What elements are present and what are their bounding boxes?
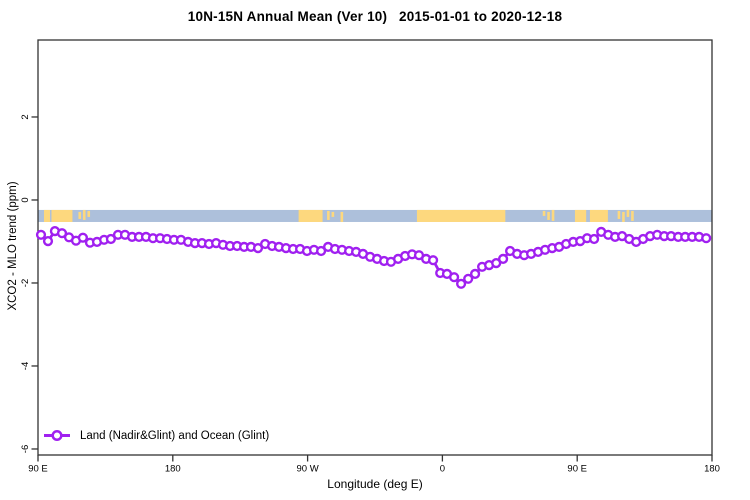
x-axis: 90 E 180 90 W 0 90 E 180 — [28, 455, 720, 475]
land-patch — [416, 209, 506, 222]
land-patch — [331, 211, 335, 217]
x-tick-label: 180 — [165, 464, 181, 475]
data-point-marker — [588, 233, 600, 245]
x-tick-label: 90 E — [28, 464, 48, 475]
land-patch — [589, 209, 608, 222]
plot-frame — [37, 39, 713, 456]
data-point-marker — [491, 258, 502, 269]
ocean-band — [38, 209, 712, 222]
x-tick-label: 180 — [704, 464, 720, 475]
y-tick-label: -4 — [20, 362, 31, 370]
chart-title: 10N-15N Annual Mean (Ver 10) 2015-01-01 … — [187, 9, 563, 24]
y-tick-label: -2 — [20, 279, 31, 287]
land-patch — [631, 210, 634, 221]
data-point-marker — [56, 228, 68, 239]
land-patch — [43, 209, 50, 222]
land-patch — [78, 211, 82, 219]
data-point-marker — [35, 229, 47, 240]
data-point-marker — [449, 272, 460, 283]
legend: Land (Nadir&Glint) and Ocean (Glint) — [42, 428, 269, 443]
land-patch — [622, 211, 625, 222]
y-axis: 2 0 -2 -4 -6 — [20, 114, 38, 453]
land-patch — [327, 210, 330, 220]
x-tick-label: 90 E — [567, 464, 587, 475]
land-patch — [82, 209, 86, 220]
series-markers — [35, 226, 712, 289]
legend-marker-icon — [44, 429, 70, 442]
y-tick-label: -6 — [20, 445, 31, 453]
x-tick-label: 0 — [440, 464, 445, 475]
land-patch — [547, 211, 550, 220]
data-point-marker — [252, 243, 264, 254]
data-point-marker — [428, 255, 439, 266]
data-point-marker — [701, 233, 712, 244]
surface-band — [38, 209, 712, 222]
land-patch — [574, 209, 587, 222]
data-point-marker — [463, 273, 474, 284]
land-patch — [542, 210, 546, 216]
land-patch — [340, 211, 344, 222]
land-patch — [617, 210, 621, 219]
data-point-marker — [470, 268, 481, 280]
data-point-marker — [105, 233, 117, 245]
land-patch — [551, 209, 555, 221]
data-point-marker — [316, 245, 327, 257]
y-tick-label: 2 — [20, 114, 31, 119]
legend-label: Land (Nadir&Glint) and Ocean (Glint) — [80, 429, 270, 442]
data-point-marker — [42, 236, 54, 247]
x-axis-label: Longitude (deg E) — [327, 477, 423, 491]
y-tick-label: 0 — [20, 197, 31, 202]
land-patch — [626, 209, 630, 217]
x-tick-label: 90 W — [297, 464, 319, 475]
land-patch — [298, 209, 323, 222]
land-patch — [51, 209, 73, 222]
data-point-marker — [77, 232, 89, 243]
land-patch — [87, 210, 91, 217]
y-axis-label: XCO2 - MLO trend (ppm) — [7, 181, 19, 311]
data-point-marker — [456, 278, 467, 289]
data-point-marker — [498, 253, 509, 265]
